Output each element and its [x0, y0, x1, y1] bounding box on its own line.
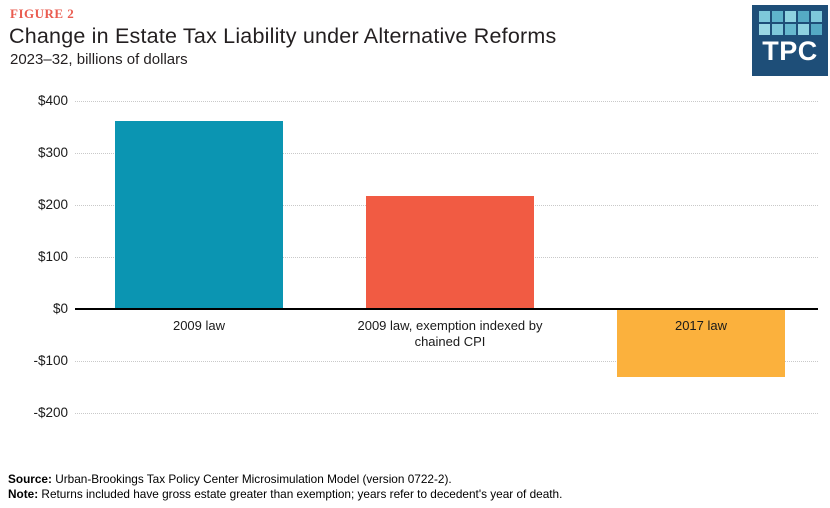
footer-note: Note: Returns included have gross estate…	[8, 487, 562, 501]
h-gridline	[75, 360, 818, 362]
y-axis-tick-label: $0	[52, 301, 68, 316]
bar-3	[617, 310, 785, 378]
y-axis-tick-label: $400	[37, 93, 68, 109]
footer-note-text: Returns included have gross estate great…	[38, 487, 563, 501]
h-gridline	[75, 412, 818, 414]
y-axis-tick-label: $300	[37, 145, 68, 161]
footer-source-text: Urban-Brookings Tax Policy Center Micros…	[51, 472, 452, 486]
tpc-logo-square	[771, 11, 783, 22]
zero-axis-line	[75, 308, 818, 310]
bar-2	[366, 195, 534, 309]
footer-source-label: Source:	[8, 472, 52, 486]
footer-source: Source: Urban-Brookings Tax Policy Cente…	[8, 472, 452, 486]
tpc-logo-square	[810, 11, 822, 22]
tpc-logo-square	[771, 24, 783, 35]
tpc-logo-square	[797, 11, 809, 22]
tpc-logo-square	[784, 11, 796, 22]
page-title: Change in Estate Tax Liability under Alt…	[9, 24, 557, 48]
tpc-logo-square	[810, 24, 822, 35]
category-label: 2009 law	[172, 318, 226, 333]
footer-note-label: Note:	[8, 487, 39, 501]
tpc-logo-square	[758, 24, 770, 35]
category-label: 2017 law	[674, 318, 728, 333]
h-gridline	[75, 101, 818, 103]
bar-1	[115, 120, 283, 309]
tpc-logo: TPC	[752, 5, 828, 76]
page-subtitle: 2023–32, billions of dollars	[10, 51, 188, 68]
tpc-logo-text: TPC	[762, 36, 818, 66]
tpc-logo-square	[758, 11, 770, 22]
y-axis-tick-label: $100	[37, 249, 68, 265]
figure-label: FIGURE 2	[10, 6, 75, 21]
category-label: 2009 law, exemption indexed by chained C…	[357, 318, 543, 350]
y-axis-tick-label: -$200	[33, 404, 68, 420]
h-gridline	[75, 153, 818, 155]
tpc-logo-square	[784, 24, 796, 35]
tpc-logo-grid-icon	[758, 11, 822, 35]
y-axis-tick-label: -$100	[33, 352, 68, 368]
tpc-logo-square	[797, 24, 809, 35]
y-axis-tick-label: $200	[37, 197, 68, 213]
